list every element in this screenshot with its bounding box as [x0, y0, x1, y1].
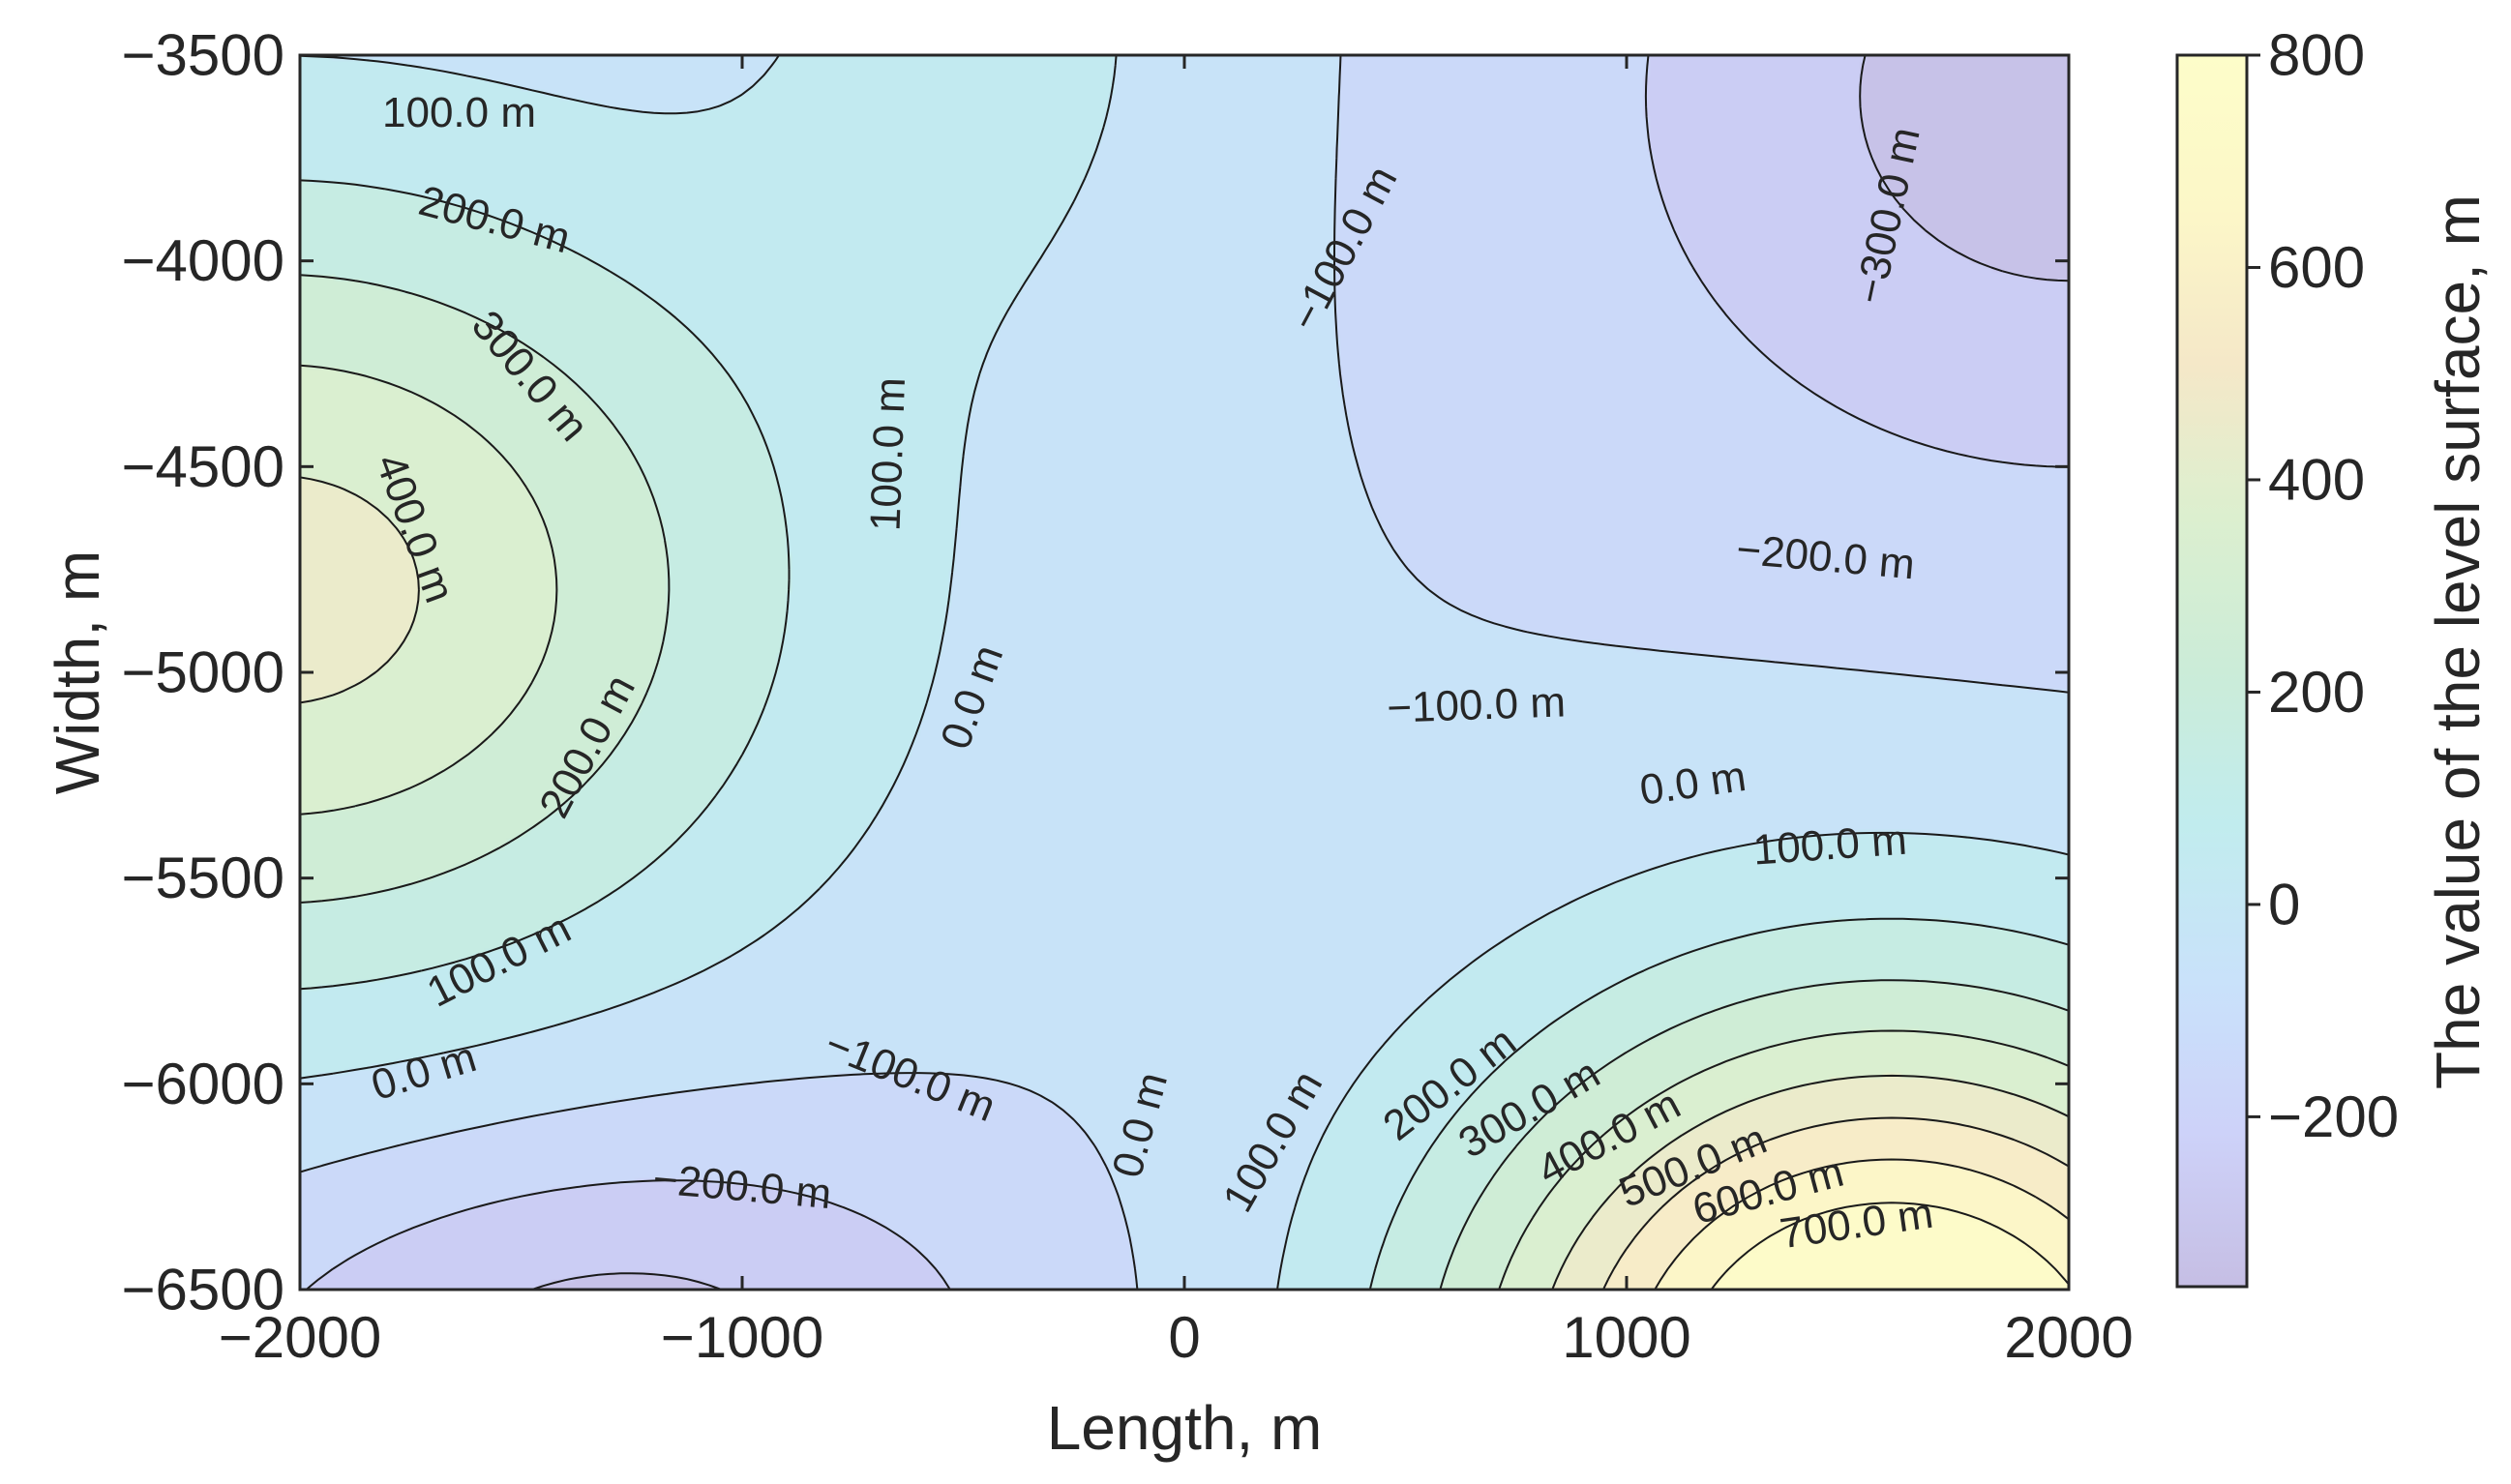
- contour-line--100: [300, 55, 2069, 1290]
- y-tick-label: −5000: [121, 640, 284, 705]
- x-tick-label: 0: [1168, 1305, 1200, 1370]
- contour-label: 100.0 m: [1751, 816, 1908, 875]
- y-tick-label: −6500: [121, 1258, 284, 1322]
- x-tick-label: −2000: [219, 1305, 382, 1370]
- x-axis: −2000 −1000 0 1000 2000: [219, 55, 2134, 1370]
- contour-line-100: [300, 179, 2069, 1290]
- colorbar-frame: [2175, 53, 2249, 1289]
- colorbar-title: The value of the level surface, m: [2423, 194, 2493, 1089]
- contour-line-0: [300, 55, 2069, 1290]
- colorbar-tick-label: 800: [2268, 23, 2365, 88]
- x-tick-label: −1000: [661, 1305, 824, 1370]
- contour-lines: [300, 55, 2069, 1290]
- contour-line-200: [300, 274, 2069, 1290]
- contour-label: 100.0 m: [862, 376, 915, 532]
- x-tick-label: 2000: [2004, 1305, 2133, 1370]
- contour-line-600: [1654, 1158, 2069, 1290]
- y-tick-label: −3500: [121, 23, 284, 88]
- y-tick-label: −4000: [121, 228, 284, 293]
- contour-fill: [300, 55, 2069, 1290]
- y-axis: −3500 −4000 −4500 −5000 −5500 −6000 −6500: [121, 23, 2069, 1322]
- contour-label: 100.0 m: [382, 89, 536, 136]
- contour-line-300: [300, 364, 2069, 1290]
- colorbar-tick-label: 600: [2268, 235, 2365, 300]
- contour-label: −100.0 m: [1386, 678, 1566, 731]
- y-axis-title: Width, m: [43, 550, 112, 794]
- colorbar-tick-label: 200: [2268, 660, 2365, 725]
- x-tick-label: 1000: [1562, 1305, 1690, 1370]
- colorbar-tick-label: 0: [2268, 872, 2300, 936]
- x-axis-title: Length, m: [1047, 1393, 1323, 1463]
- contour-line-700: [1710, 1202, 2069, 1290]
- contour-line-400: [300, 476, 2069, 1290]
- colorbar-tick-label: 400: [2268, 447, 2365, 512]
- colorbar-ticks: 800 600 400 200 0 −200: [2247, 23, 2399, 1149]
- contour-line--200: [305, 55, 2069, 1290]
- colorbar-tick-label: −200: [2268, 1084, 2399, 1149]
- y-tick-label: −4500: [121, 434, 284, 499]
- y-tick-label: −6000: [121, 1052, 284, 1116]
- y-tick-label: −5500: [121, 846, 284, 910]
- colorbar: [2177, 55, 2247, 1287]
